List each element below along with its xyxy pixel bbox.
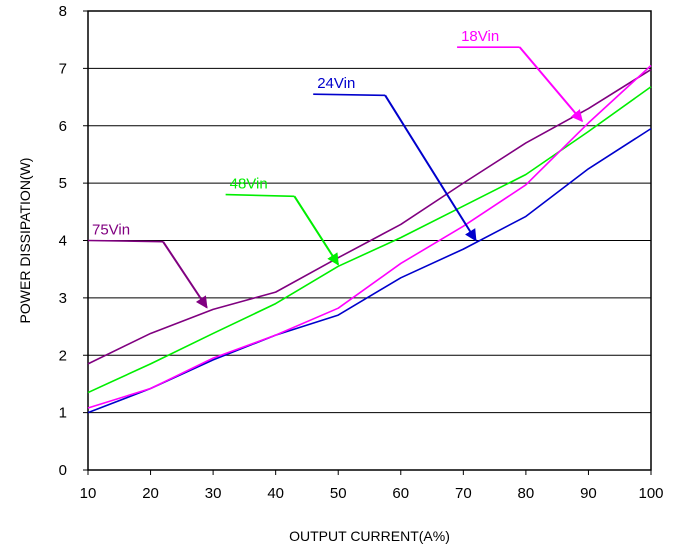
x-tick-label: 60 (392, 485, 409, 502)
annotation-leader (225, 193, 295, 198)
y-axis-label: POWER DISSIPATION(W) (17, 158, 33, 324)
x-tick-label: 30 (205, 485, 222, 502)
x-tick-label: 100 (638, 485, 663, 502)
y-tick-label: 1 (59, 405, 67, 422)
x-tick-label: 50 (330, 485, 347, 502)
y-tick-label: 4 (59, 233, 67, 250)
x-axis-ticks: 10 20 30 40 50 60 70 80 90 100 (80, 470, 664, 502)
annotation-arrow (518, 46, 583, 123)
series-label-24Vin: 24Vin (317, 75, 355, 92)
annotation-arrow (162, 241, 208, 309)
annotation-leader (313, 93, 386, 97)
x-tick-label: 40 (267, 485, 284, 502)
y-tick-label: 8 (59, 3, 67, 20)
y-tick-label: 2 (59, 347, 67, 364)
x-axis-label: OUTPUT CURRENT(A%) (289, 528, 450, 544)
series-lines (87, 64, 652, 414)
y-axis-ticks: 0 1 2 3 4 5 6 7 8 (59, 3, 88, 479)
series-label-75Vin: 75Vin (92, 222, 130, 239)
series-line-18Vin (87, 64, 652, 409)
y-tick-label: 5 (59, 175, 67, 192)
y-tick-label: 0 (59, 462, 67, 479)
series-line-48Vin (87, 86, 652, 394)
y-tick-label: 7 (59, 60, 67, 77)
series-line-75Vin (87, 68, 652, 365)
series-line-24Vin (87, 127, 652, 414)
series-label-18Vin: 18Vin (461, 28, 499, 45)
gridlines (88, 67, 651, 414)
annotation-arrow (384, 94, 477, 242)
y-tick-label: 6 (59, 118, 67, 135)
x-tick-label: 90 (580, 485, 597, 502)
x-tick-label: 80 (518, 485, 535, 502)
annotation-leader (87, 239, 164, 243)
series-label-48Vin: 48Vin (230, 176, 268, 193)
y-tick-label: 3 (59, 290, 67, 307)
series-annotations: 75Vin 48Vin 24Vin 18Vin (87, 28, 583, 309)
x-tick-label: 10 (80, 485, 97, 502)
x-tick-label: 70 (455, 485, 472, 502)
x-tick-label: 20 (142, 485, 159, 502)
annotation-arrow (293, 195, 340, 266)
